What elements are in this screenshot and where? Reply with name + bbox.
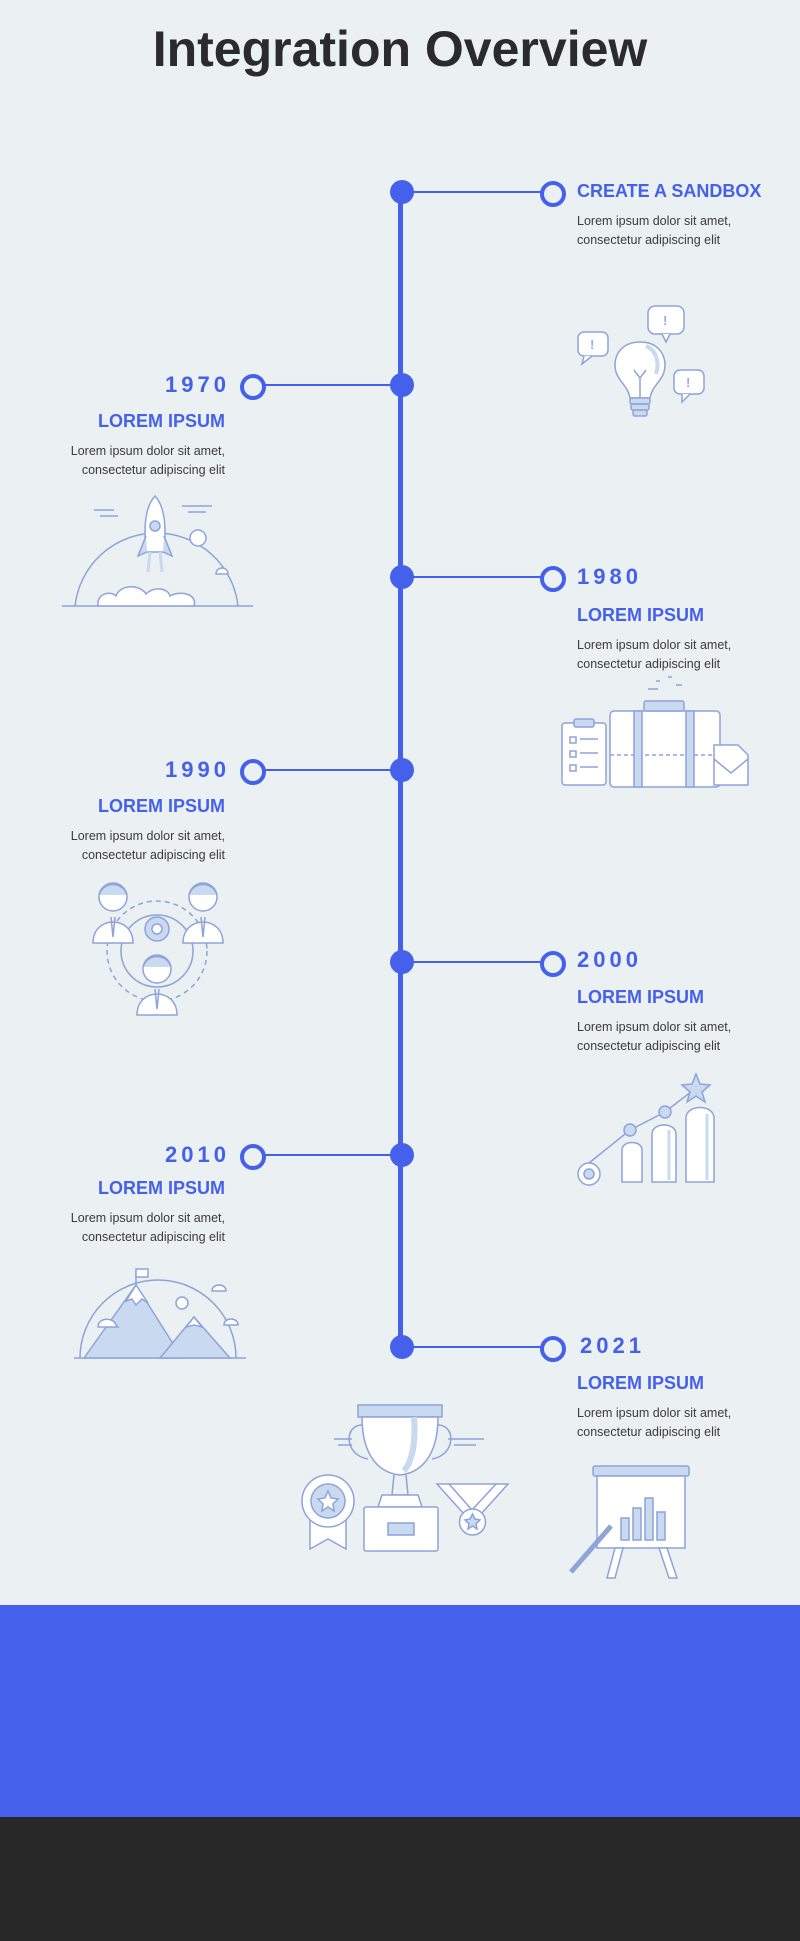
footer-banner (0, 1605, 800, 1817)
item-year: 1980 (577, 564, 642, 589)
timeline-connector (262, 769, 392, 771)
award-ribbon-icon (301, 1474, 355, 1551)
item-description: Lorem ipsum dolor sit amet, consectetur a… (577, 1020, 732, 1053)
timeline-ring (540, 1336, 566, 1362)
footer-bar (0, 1817, 800, 1941)
briefcase-icon (561, 676, 749, 788)
timeline-node (390, 373, 414, 397)
timeline-node (390, 758, 414, 782)
item-heading: LOREM IPSUM (97, 411, 225, 431)
medal-icon (435, 1483, 510, 1536)
svg-text:!: ! (590, 337, 594, 352)
timeline-node (390, 950, 414, 974)
timeline-connector (412, 1346, 542, 1348)
timeline-connector (262, 1154, 392, 1156)
item-year: 1970 (165, 372, 230, 397)
lightbulb-icon: !!! (577, 305, 705, 417)
presentation-board-icon (569, 1465, 690, 1579)
trophy-icon (334, 1404, 484, 1552)
timeline-node (390, 1335, 414, 1359)
timeline-node (390, 1143, 414, 1167)
timeline-ring (240, 374, 266, 400)
timeline-connector (412, 576, 542, 578)
mountain-flag-icon (74, 1268, 246, 1359)
item-description: Lorem ipsum dolor sit amet, consectetur a… (577, 638, 732, 671)
item-description: Lorem ipsum dolor sit amet, consectetur a… (70, 829, 225, 862)
svg-text:!: ! (686, 375, 690, 390)
timeline-ring (540, 566, 566, 592)
item-description: Lorem ipsum dolor sit amet, consectetur a… (70, 1211, 225, 1244)
item-description: Lorem ipsum dolor sit amet, consectetur a… (577, 214, 732, 247)
timeline-node (390, 180, 414, 204)
team-icon (92, 882, 224, 1016)
timeline-connector (412, 961, 542, 963)
item-heading: LOREM IPSUM (577, 1373, 705, 1393)
page-title: Integration Overview (152, 21, 648, 77)
item-year: 1990 (165, 757, 230, 782)
item-year: 2000 (577, 947, 642, 972)
rocket-icon (62, 494, 253, 607)
item-description: Lorem ipsum dolor sit amet, consectetur a… (577, 1406, 732, 1439)
timeline-ring (240, 1144, 266, 1170)
timeline-ring (240, 759, 266, 785)
timeline-ring (540, 951, 566, 977)
item-heading: LOREM IPSUM (97, 1178, 225, 1198)
item-heading: LOREM IPSUM (97, 796, 225, 816)
timeline-connector (412, 191, 542, 193)
item-heading: LOREM IPSUM (577, 987, 705, 1007)
svg-text:!: ! (663, 313, 667, 328)
timeline-node (390, 565, 414, 589)
item-year: 2010 (165, 1142, 230, 1167)
item-heading: LOREM IPSUM (577, 605, 705, 625)
item-year: 2021 (580, 1333, 645, 1358)
timeline-ring (540, 181, 566, 207)
timeline-connector (262, 384, 392, 386)
item-description: Lorem ipsum dolor sit amet, consectetur a… (70, 444, 225, 477)
growth-chart-icon (577, 1071, 715, 1186)
item-heading: CREATE A SANDBOX (577, 181, 762, 201)
